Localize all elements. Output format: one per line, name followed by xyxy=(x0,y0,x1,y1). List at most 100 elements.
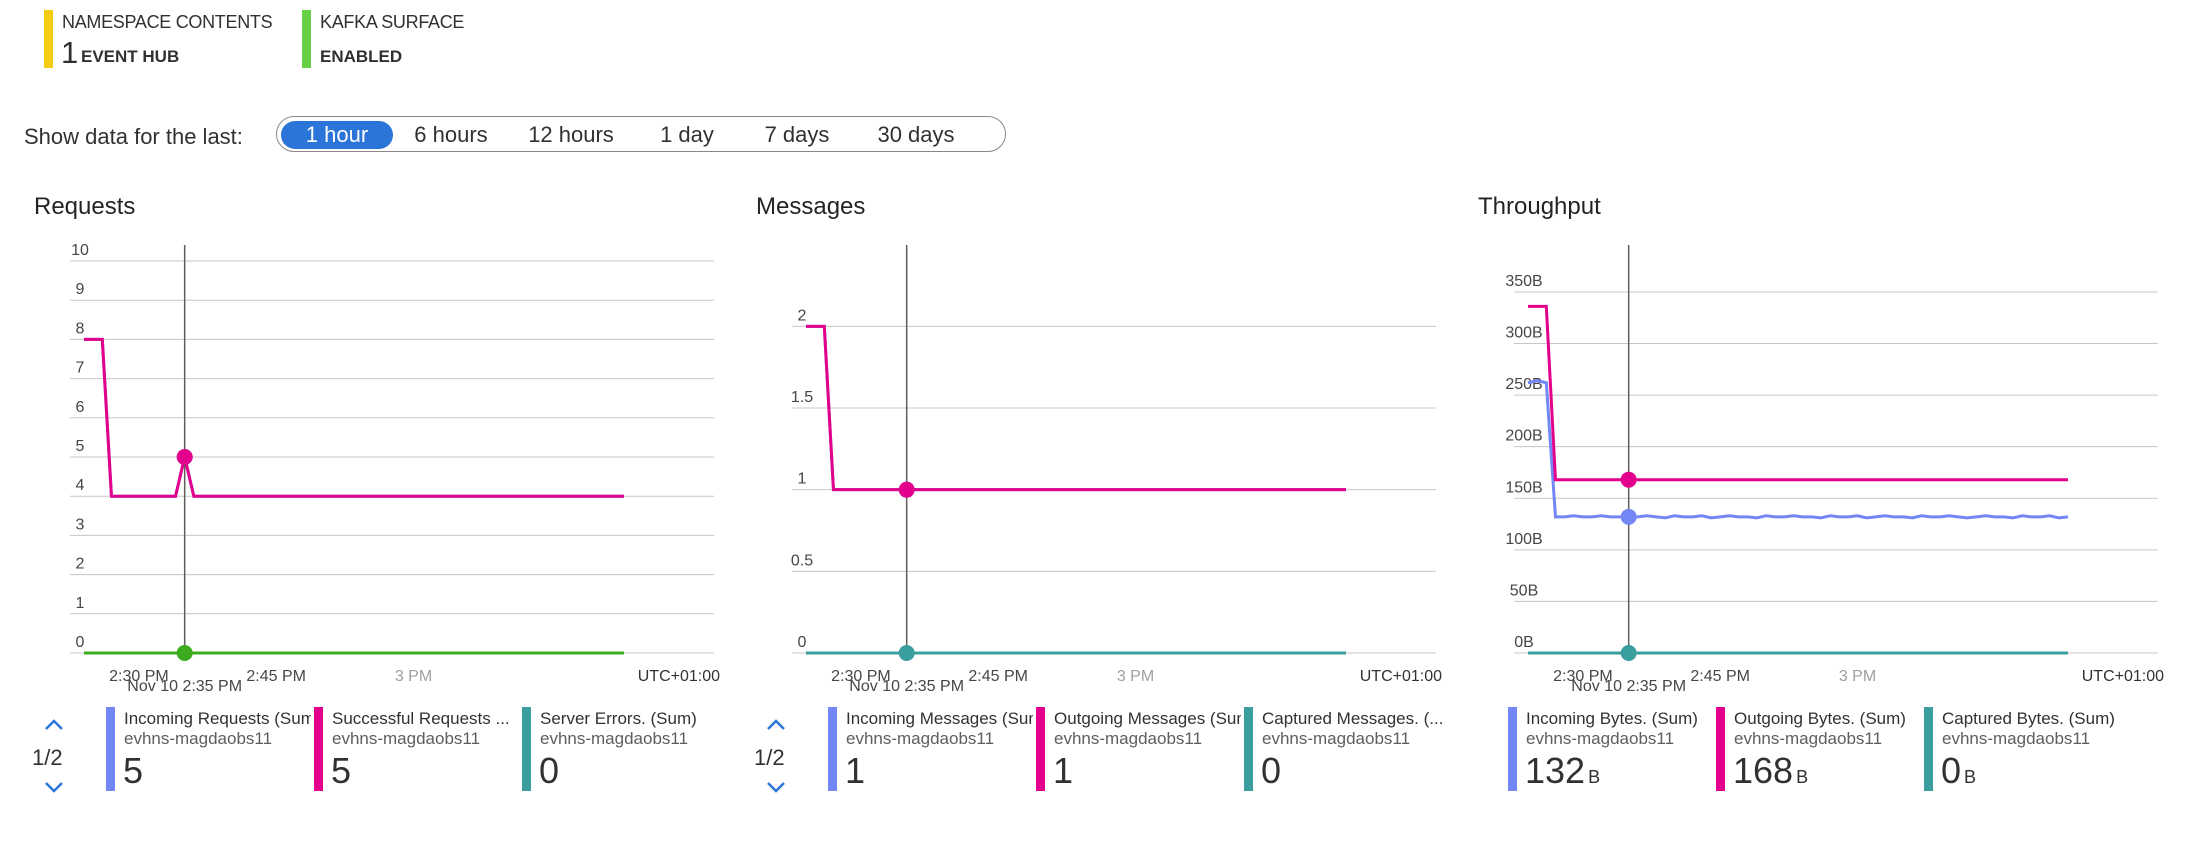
cursor-point xyxy=(1620,508,1637,525)
kafka-surface-status: ENABLED xyxy=(320,47,403,66)
y-tick-label: 0 xyxy=(76,634,85,651)
throughput-chart-title: Throughput xyxy=(1478,193,1601,220)
namespace-contents-label: NAMESPACE CONTENTS xyxy=(62,12,273,32)
series-line xyxy=(1527,379,2069,520)
cursor-point xyxy=(176,449,193,465)
legend-series-value: 1 xyxy=(1053,750,1074,791)
legend-series-source: evhns-magdaobs11 xyxy=(540,729,689,748)
legend-series-name: Incoming Requests (Sum) xyxy=(124,709,311,728)
time-range-pill: 1 hour 6 hours 12 hours 1 day 7 days 30 … xyxy=(276,116,1006,152)
x-tick-label: 2:30 PM xyxy=(1553,668,1613,685)
y-tick-label: 6 xyxy=(76,399,85,416)
legend-color-bar xyxy=(106,707,115,791)
legend-series-value: 132 B xyxy=(1525,751,1600,797)
y-tick-label: 300B xyxy=(1505,325,1542,342)
y-tick-label: 4 xyxy=(76,477,85,494)
legend-color-bar xyxy=(314,707,323,791)
time-range-label: Show data for the last: xyxy=(24,124,243,149)
cursor-time-label: Nov 10 2:35 PM xyxy=(127,678,242,695)
legend-color-bar xyxy=(1924,707,1933,791)
legend-outgoing-messages[interactable]: Outgoing Messages (Sum evhns-magdaobs11 … xyxy=(1036,707,1241,791)
messages-chart[interactable]: 0 0.5 1 1.5 2 2:30 PM 2:45 PM 3 PM UTC+01:00 Nov … xyxy=(746,185,1466,705)
range-option-30-days[interactable]: 30 days xyxy=(877,122,955,147)
legend-value-number: 0 xyxy=(1941,750,1962,791)
legend-incoming-requests[interactable]: Incoming Requests (Sum) evhns-magdaobs11… xyxy=(106,707,311,791)
namespace-contents-count: 1 xyxy=(61,35,79,70)
legend-color-bar xyxy=(1716,707,1725,791)
throughput-chart-panel: Throughput 0B 50B 100B 150B 200B 250B 300B 350B… xyxy=(1468,185,2188,805)
legend-next-page-icon[interactable] xyxy=(42,777,66,797)
legend-incoming-messages[interactable]: Incoming Messages (Sum evhns-magdaobs11 … xyxy=(828,707,1033,791)
messages-legend-nav: 1/2 xyxy=(746,715,796,805)
legend-series-value: 168 B xyxy=(1733,751,1808,797)
range-option-1-day[interactable]: 1 day xyxy=(660,122,714,147)
legend-color-bar xyxy=(522,707,531,791)
x-tick-label: 3 PM xyxy=(395,668,432,685)
legend-color-bar xyxy=(1508,707,1517,791)
range-option-6-hours[interactable]: 6 hours xyxy=(414,122,488,147)
legend-series-source: evhns-magdaobs11 xyxy=(1054,729,1203,748)
legend-prev-page-icon[interactable] xyxy=(764,715,788,735)
x-tick-label: 2:30 PM xyxy=(109,668,169,685)
requests-chart[interactable]: 0 1 2 3 4 5 6 7 8 9 10 2:30 PM 2:45 PM 3 PM UTC+01:00 N… xyxy=(24,185,744,705)
legend-series-source: evhns-magdaobs11 xyxy=(1942,729,2091,748)
cursor-time-label: Nov 10 2:35 PM xyxy=(1571,678,1686,695)
legend-series-value: 5 xyxy=(331,750,352,791)
y-tick-label: 100B xyxy=(1505,531,1542,548)
x-tick-label: 3 PM xyxy=(1839,668,1876,685)
legend-page-indicator: 1/2 xyxy=(32,745,63,770)
y-tick-label: 0 xyxy=(798,634,807,651)
range-option-1-hour[interactable]: 1 hour xyxy=(281,121,393,149)
legend-next-page-icon[interactable] xyxy=(764,777,788,797)
cursor-point xyxy=(176,645,193,661)
range-option-12-hours[interactable]: 12 hours xyxy=(528,122,614,147)
legend-value-number: 132 xyxy=(1525,750,1586,791)
cursor-point xyxy=(898,481,915,498)
y-tick-label: 8 xyxy=(76,320,85,337)
messages-chart-title: Messages xyxy=(756,193,866,220)
legend-color-bar xyxy=(1036,707,1045,791)
namespace-contents-tile: NAMESPACE CONTENTS 1 EVENT HUB xyxy=(44,10,273,70)
legend-value-unit: B xyxy=(1796,767,1809,787)
y-tick-label: 2 xyxy=(798,307,807,324)
legend-series-value: 0 xyxy=(1261,750,1282,791)
series-line xyxy=(84,337,624,498)
y-tick-label: 0.5 xyxy=(791,552,813,569)
legend-series-source: evhns-magdaobs11 xyxy=(1526,729,1675,748)
legend-outgoing-bytes[interactable]: Outgoing Bytes. (Sum) evhns-magdaobs11 1… xyxy=(1716,707,1921,791)
kafka-surface-color-bar xyxy=(302,10,311,68)
y-tick-label: 200B xyxy=(1505,428,1542,445)
legend-series-name: Outgoing Bytes. (Sum) xyxy=(1734,709,1906,728)
y-tick-label: 10 xyxy=(71,242,89,259)
legend-series-value: 5 xyxy=(123,750,144,791)
timezone-label: UTC+01:00 xyxy=(1360,668,1442,685)
y-tick-label: 250B xyxy=(1505,376,1542,393)
kafka-surface-tile: KAFKA SURFACE ENABLED xyxy=(302,10,502,68)
messages-chart-panel: Messages 0 0.5 1 1.5 2 2:30 PM 2:45 PM 3 PM UTC+… xyxy=(746,185,1466,805)
legend-series-name: Server Errors. (Sum) xyxy=(540,709,697,728)
legend-captured-messages[interactable]: Captured Messages. (... evhns-magdaobs11… xyxy=(1244,707,1449,791)
legend-incoming-bytes[interactable]: Incoming Bytes. (Sum) evhns-magdaobs11 1… xyxy=(1508,707,1713,791)
y-tick-label: 0B xyxy=(1514,634,1534,651)
cursor-point xyxy=(1620,645,1637,661)
timezone-label: UTC+01:00 xyxy=(638,668,720,685)
legend-series-value: 0 xyxy=(539,750,560,791)
legend-series-source: evhns-magdaobs11 xyxy=(124,729,273,748)
y-tick-label: 1 xyxy=(798,471,807,488)
legend-successful-requests[interactable]: Successful Requests ... evhns-magdaobs11… xyxy=(314,707,519,791)
requests-legend-nav: 1/2 xyxy=(24,715,74,805)
legend-captured-bytes[interactable]: Captured Bytes. (Sum) evhns-magdaobs11 0… xyxy=(1924,707,2129,791)
y-tick-label: 7 xyxy=(76,360,85,377)
legend-series-name: Outgoing Messages (Sum xyxy=(1054,709,1241,728)
legend-server-errors[interactable]: Server Errors. (Sum) evhns-magdaobs11 0 xyxy=(522,707,727,791)
y-tick-label: 150B xyxy=(1505,479,1542,496)
legend-value-number: 168 xyxy=(1733,750,1794,791)
y-tick-label: 1.5 xyxy=(791,389,813,406)
range-option-7-days[interactable]: 7 days xyxy=(764,122,830,147)
y-tick-label: 350B xyxy=(1505,273,1542,290)
throughput-chart[interactable]: 0B 50B 100B 150B 200B 250B 300B 350B 2:30 PM 2:45… xyxy=(1468,185,2188,705)
legend-prev-page-icon[interactable] xyxy=(42,715,66,735)
series-line xyxy=(1528,304,2068,482)
legend-series-name: Incoming Bytes. (Sum) xyxy=(1526,709,1698,728)
